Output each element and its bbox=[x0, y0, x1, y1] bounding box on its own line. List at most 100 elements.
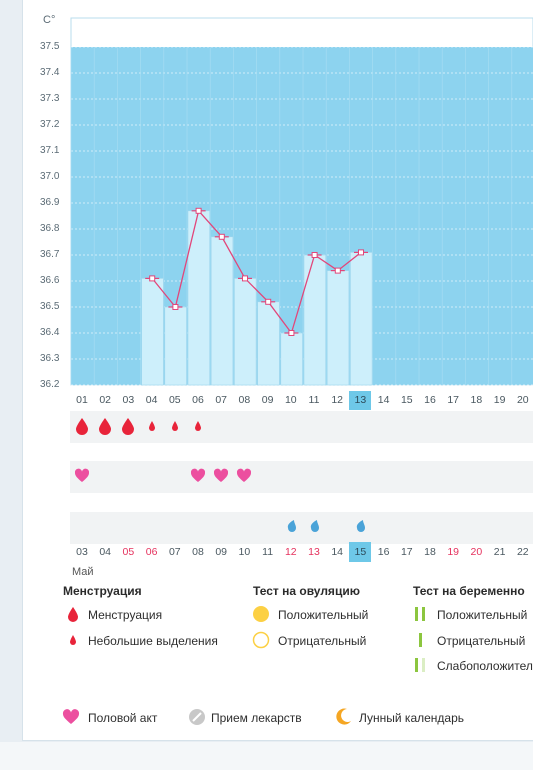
y-tick-label: 36.9 bbox=[40, 197, 60, 208]
point-13 bbox=[358, 249, 364, 256]
heart-icon[interactable] bbox=[236, 468, 252, 483]
date-label[interactable]: 04 bbox=[99, 546, 112, 558]
y-tick-label: 36.2 bbox=[40, 379, 60, 390]
x-day-label[interactable]: 06 bbox=[192, 394, 204, 406]
x-day-label[interactable]: 17 bbox=[447, 394, 460, 406]
x-day-label[interactable]: 13 bbox=[349, 391, 372, 410]
small-drop-icon[interactable] bbox=[148, 420, 156, 432]
bar-12 bbox=[326, 270, 350, 386]
legend-menstruation-title: Менструация bbox=[63, 584, 142, 598]
legend-menstruation: Менструация bbox=[88, 608, 163, 622]
date-label[interactable]: 09 bbox=[215, 546, 228, 558]
heart-icon bbox=[62, 709, 80, 724]
y-tick-label: 37.5 bbox=[40, 41, 60, 52]
legend-pregnancy-positive: Положительный bbox=[437, 608, 528, 622]
menstruation-drop-icon bbox=[68, 607, 78, 622]
legend-ovulation-positive: Положительный bbox=[278, 608, 369, 622]
x-day-label[interactable]: 09 bbox=[261, 394, 274, 406]
temperature-chart bbox=[70, 17, 533, 386]
date-label[interactable]: 18 bbox=[424, 546, 436, 558]
x-day-label[interactable]: 08 bbox=[238, 394, 251, 406]
x-day-label[interactable]: 19 bbox=[493, 394, 506, 406]
date-label[interactable]: 06 bbox=[145, 546, 158, 558]
y-tick-label: 37.0 bbox=[40, 171, 60, 182]
date-label[interactable]: 21 bbox=[493, 546, 506, 558]
small-drop-icon bbox=[70, 635, 76, 645]
x-day-label[interactable]: 16 bbox=[424, 394, 436, 406]
bottom-strip bbox=[0, 742, 533, 770]
legend-ovulation-negative: Отрицательный bbox=[278, 634, 367, 648]
point-06 bbox=[195, 207, 202, 214]
y-tick-label: 37.3 bbox=[40, 93, 60, 104]
date-label[interactable]: 16 bbox=[377, 546, 390, 558]
date-label[interactable]: 22 bbox=[516, 546, 529, 558]
bar-10 bbox=[280, 332, 303, 386]
date-label[interactable]: 19 bbox=[447, 546, 460, 558]
date-label[interactable]: 10 bbox=[238, 546, 251, 558]
point-11 bbox=[311, 252, 318, 258]
ovulation-row[interactable] bbox=[70, 512, 533, 544]
pregnancy-negative-icon bbox=[419, 633, 422, 647]
x-day-label[interactable]: 11 bbox=[308, 394, 320, 406]
temperature-line bbox=[151, 209, 362, 335]
x-day-label[interactable]: 20 bbox=[516, 394, 529, 406]
month-label: Май bbox=[72, 566, 94, 578]
y-unit-label: C° bbox=[43, 14, 56, 26]
date-label[interactable]: 03 bbox=[76, 546, 88, 558]
menstruation-row[interactable] bbox=[70, 411, 533, 443]
bar-13 bbox=[350, 252, 373, 386]
small-drop-icon[interactable] bbox=[194, 420, 202, 432]
ovulation-drop-icon[interactable] bbox=[308, 518, 322, 533]
x-day-label[interactable]: 18 bbox=[470, 394, 483, 406]
ovulation-positive-icon bbox=[253, 606, 269, 622]
x-day-label[interactable]: 01 bbox=[76, 394, 88, 406]
pregnancy-weak-icon bbox=[415, 658, 425, 672]
y-tick-label: 37.4 bbox=[40, 67, 60, 78]
x-day-label[interactable]: 04 bbox=[145, 394, 158, 406]
legend-lunar-calendar: Лунный календарь bbox=[359, 711, 465, 725]
date-label[interactable]: 08 bbox=[192, 546, 204, 558]
x-day-label[interactable]: 03 bbox=[122, 394, 135, 406]
x-day-label[interactable]: 07 bbox=[215, 394, 228, 406]
legend-ovulation-title: Тест на овуляцию bbox=[253, 584, 360, 598]
menstruation-drop-icon[interactable] bbox=[121, 417, 135, 436]
date-label[interactable]: 05 bbox=[122, 546, 135, 558]
x-day-label[interactable]: 12 bbox=[331, 394, 344, 406]
point-12 bbox=[334, 267, 341, 274]
date-label[interactable]: 15 bbox=[349, 542, 372, 562]
intercourse-row[interactable] bbox=[70, 461, 533, 493]
legend-pregnancy-weak: Слабоположител bbox=[437, 659, 533, 673]
y-tick-label: 37.1 bbox=[40, 145, 60, 156]
point-05 bbox=[172, 304, 179, 310]
pregnancy-positive-icon bbox=[415, 607, 425, 621]
x-day-label[interactable]: 02 bbox=[99, 394, 112, 406]
date-label[interactable]: 20 bbox=[470, 546, 483, 558]
legend-medication: Прием лекарств bbox=[211, 711, 302, 725]
date-label[interactable]: 14 bbox=[331, 546, 344, 558]
y-tick-label: 36.8 bbox=[40, 223, 60, 234]
x-day-label[interactable]: 15 bbox=[400, 394, 413, 406]
menstruation-drop-icon[interactable] bbox=[98, 417, 112, 436]
y-tick-label: 36.3 bbox=[40, 353, 60, 364]
y-tick-label: 36.5 bbox=[40, 301, 60, 312]
heart-icon[interactable] bbox=[213, 468, 229, 483]
ovulation-drop-icon[interactable] bbox=[354, 518, 368, 533]
x-day-label[interactable]: 05 bbox=[168, 394, 181, 406]
menstruation-drop-icon[interactable] bbox=[75, 417, 89, 436]
ovulation-drop-icon[interactable] bbox=[285, 518, 299, 533]
x-day-label[interactable]: 10 bbox=[284, 394, 297, 406]
small-drop-icon[interactable] bbox=[171, 420, 179, 432]
heart-icon[interactable] bbox=[74, 468, 90, 483]
y-tick-label: 36.4 bbox=[40, 327, 60, 338]
date-label[interactable]: 07 bbox=[168, 546, 181, 558]
x-day-label[interactable]: 14 bbox=[377, 394, 390, 406]
ovulation-negative-icon bbox=[252, 631, 270, 649]
pill-icon bbox=[189, 709, 205, 725]
heart-icon[interactable] bbox=[190, 468, 206, 483]
date-label[interactable]: 13 bbox=[308, 546, 320, 558]
date-label[interactable]: 17 bbox=[400, 546, 413, 558]
point-07 bbox=[218, 233, 225, 240]
date-label[interactable]: 12 bbox=[284, 546, 297, 558]
date-label[interactable]: 11 bbox=[262, 546, 274, 558]
bar-07 bbox=[210, 236, 234, 386]
